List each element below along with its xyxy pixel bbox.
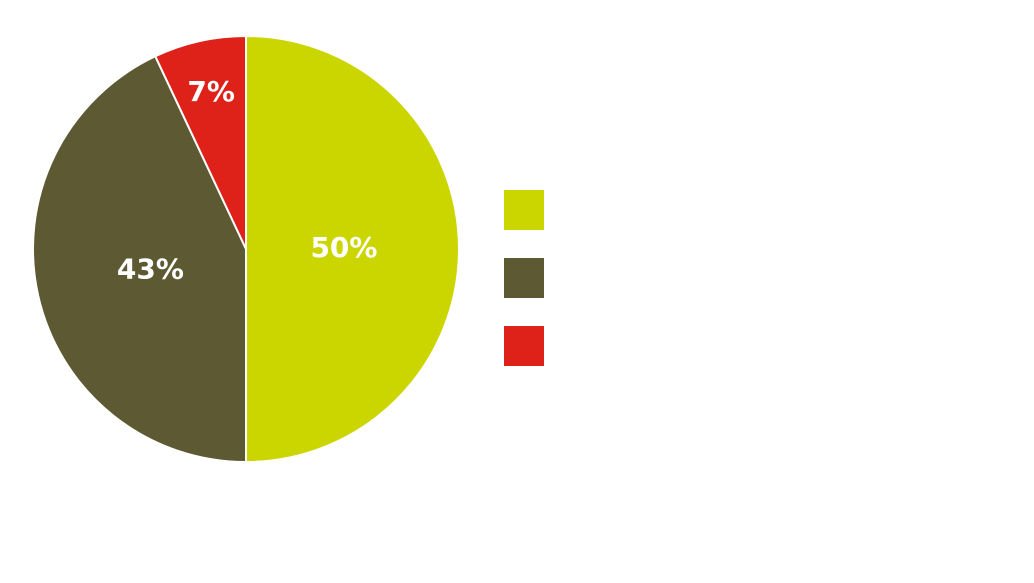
legend-swatch bbox=[504, 190, 544, 230]
pie-slice bbox=[153, 34, 247, 250]
pie-slice bbox=[32, 54, 247, 464]
data-label: 7% bbox=[187, 75, 235, 108]
legend-swatch bbox=[504, 258, 544, 298]
data-label: 50% bbox=[310, 231, 377, 264]
legend-swatch bbox=[504, 326, 544, 366]
pie-slice bbox=[245, 34, 460, 464]
data-label: 43% bbox=[117, 252, 184, 285]
